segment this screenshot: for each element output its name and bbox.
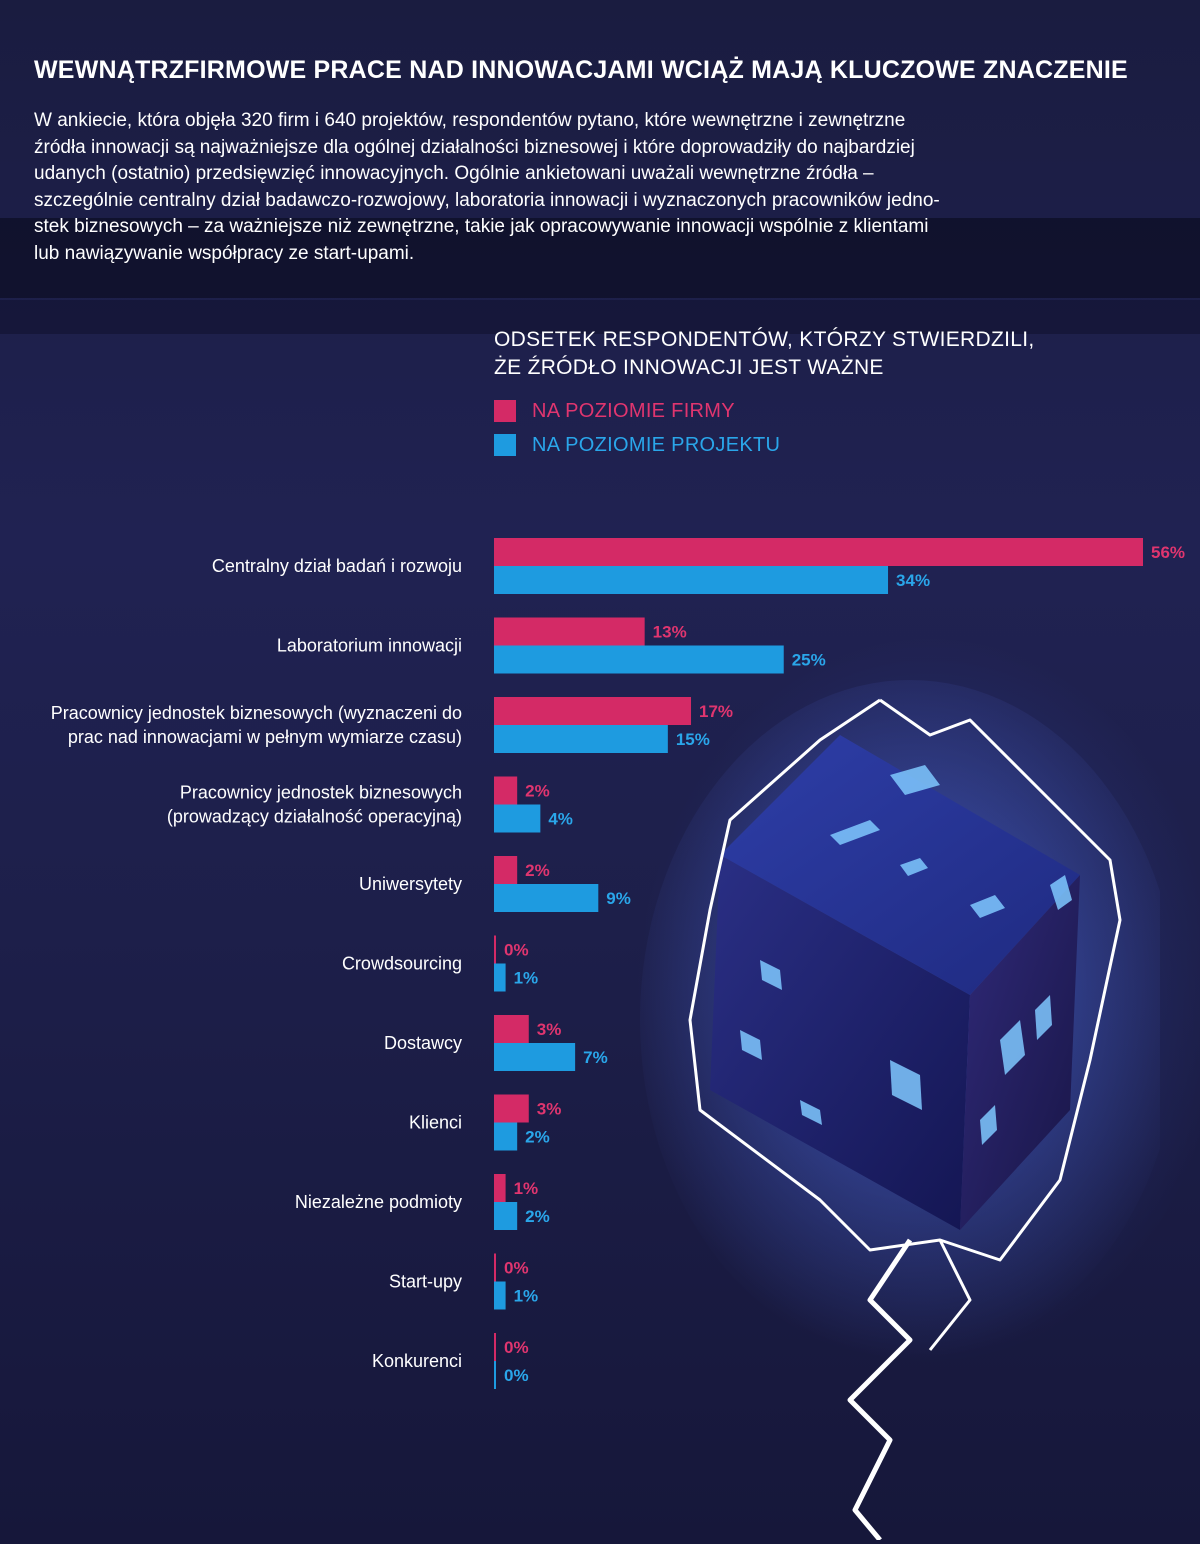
bar-firm <box>494 697 692 725</box>
category-label-line: Pracownicy jednostek biznesowych <box>180 783 462 803</box>
legend-swatch-firm <box>494 400 516 422</box>
bar-firm <box>494 538 1143 566</box>
bar-project <box>494 566 889 594</box>
category-label: Centralny dział badań i rozwoju <box>212 556 462 576</box>
value-label-project: 1% <box>514 1287 539 1306</box>
value-label-project: 2% <box>525 1207 550 1226</box>
category-label: Laboratorium innowacji <box>277 636 462 656</box>
bar-project <box>494 645 784 674</box>
intro-line: lub nawiązywanie współpracy ze start-upa… <box>34 242 415 264</box>
bar-firm <box>494 935 496 964</box>
value-label-firm: 1% <box>514 1179 539 1198</box>
legend-item-firm: NA POZIOMIE FIRMY <box>494 398 735 424</box>
value-label-project: 25% <box>792 651 826 670</box>
intro-line: stek biznesowych – za ważniejsze niż zew… <box>34 216 929 238</box>
category-label-line: Uniwersytety <box>359 874 462 894</box>
category-label: Pracownicy jednostek biznesowych (prowadz… <box>167 783 462 827</box>
intro-line: szczególnie centralny dział badawczo-roz… <box>34 189 940 211</box>
chart-title-line: ŻE ŹRÓDŁO INNOWACJI JEST WAŻNE <box>494 356 884 379</box>
legend-label-project: NA POZIOMIE PROJEKTU <box>532 433 781 456</box>
bar-project <box>494 963 506 992</box>
category-label: Start-upy <box>389 1272 462 1292</box>
bar-project <box>494 1202 518 1230</box>
category-label: Konkurenci <box>372 1351 462 1371</box>
category-label: Pracownicy jednostek biznesowych (wyznac… <box>51 703 462 747</box>
category-label: Uniwersytety <box>359 874 462 894</box>
value-label-project: 1% <box>514 969 539 988</box>
value-label-project: 34% <box>896 571 930 590</box>
value-label-project: 7% <box>583 1048 608 1067</box>
value-label-firm: 3% <box>537 1100 562 1119</box>
category-label: Crowdsourcing <box>342 954 462 974</box>
category-label-line: Centralny dział badań i rozwoju <box>212 556 462 576</box>
bar-firm <box>494 776 518 805</box>
value-label-firm: 2% <box>525 861 550 880</box>
intro-text: W ankiecie, która objęła 320 firm i 640 … <box>34 108 1074 268</box>
legend-label-firm: NA POZIOMIE FIRMY <box>532 399 735 422</box>
category-label-line: Klienci <box>409 1113 462 1133</box>
bar-project <box>494 725 668 753</box>
intro-line: źródła innowacji są najważniejsze dla og… <box>34 136 915 158</box>
value-label-firm: 0% <box>504 941 529 960</box>
category-label: Klienci <box>409 1113 462 1133</box>
value-label-project: 9% <box>606 889 631 908</box>
bar-project <box>494 884 599 912</box>
value-label-project: 2% <box>525 1128 550 1147</box>
category-label-line: Dostawcy <box>384 1033 462 1053</box>
bar-firm <box>494 1094 529 1123</box>
bar-project <box>494 1281 506 1310</box>
glowing-cube-lightning-icon <box>640 680 1160 1540</box>
category-label-line: Crowdsourcing <box>342 954 462 974</box>
bar-firm <box>494 1015 529 1043</box>
bar-project <box>494 804 541 833</box>
category-label-line: (prowadzący działalność operacyjną) <box>167 807 462 827</box>
bar-project <box>494 1122 518 1151</box>
intro-line: W ankiecie, która objęła 320 firm i 640 … <box>34 110 906 131</box>
category-label-line: Konkurenci <box>372 1351 462 1371</box>
intro-line: udanych (ostatnio) przedsięwzięć innowac… <box>34 163 874 185</box>
bar-project <box>494 1043 576 1071</box>
category-label: Niezależne podmioty <box>295 1192 462 1212</box>
chart-title-line: ODSETEK RESPONDENTÓW, KTÓRZY STWIERDZILI… <box>494 328 1035 351</box>
value-label-project: 0% <box>504 1366 529 1385</box>
category-label: Dostawcy <box>384 1033 462 1053</box>
value-label-firm: 3% <box>537 1020 562 1039</box>
value-label-project: 15% <box>676 730 710 749</box>
bar-project <box>494 1361 496 1389</box>
bar-firm <box>494 1253 496 1282</box>
category-label-line: prac nad innowacjami w pełnym wymiarze c… <box>68 727 462 747</box>
legend-swatch-project <box>494 434 516 456</box>
category-label-line: Laboratorium innowacji <box>277 636 462 656</box>
value-label-firm: 0% <box>504 1338 529 1357</box>
value-label-firm: 0% <box>504 1259 529 1278</box>
background-band <box>0 218 1200 298</box>
background-band <box>0 300 1200 334</box>
value-label-firm: 13% <box>653 623 687 642</box>
bar-firm <box>494 617 645 646</box>
bar-firm <box>494 1174 506 1202</box>
category-label-line: Start-upy <box>389 1272 462 1292</box>
value-label-firm: 56% <box>1151 543 1185 562</box>
bar-firm <box>494 1333 496 1361</box>
value-label-firm: 2% <box>525 782 550 801</box>
page-title: WEWNĄTRZFIRMOWE PRACE NAD INNOWACJAMI WC… <box>34 56 1128 84</box>
category-label-line: Pracownicy jednostek biznesowych (wyznac… <box>51 703 462 723</box>
category-label-line: Niezależne podmioty <box>295 1192 462 1212</box>
value-label-firm: 17% <box>699 702 733 721</box>
chart-title: ODSETEK RESPONDENTÓW, KTÓRZY STWIERDZILI… <box>494 326 1094 382</box>
legend-item-project: NA POZIOMIE PROJEKTU <box>494 432 780 458</box>
bar-firm <box>494 856 518 884</box>
value-label-project: 4% <box>548 810 573 829</box>
